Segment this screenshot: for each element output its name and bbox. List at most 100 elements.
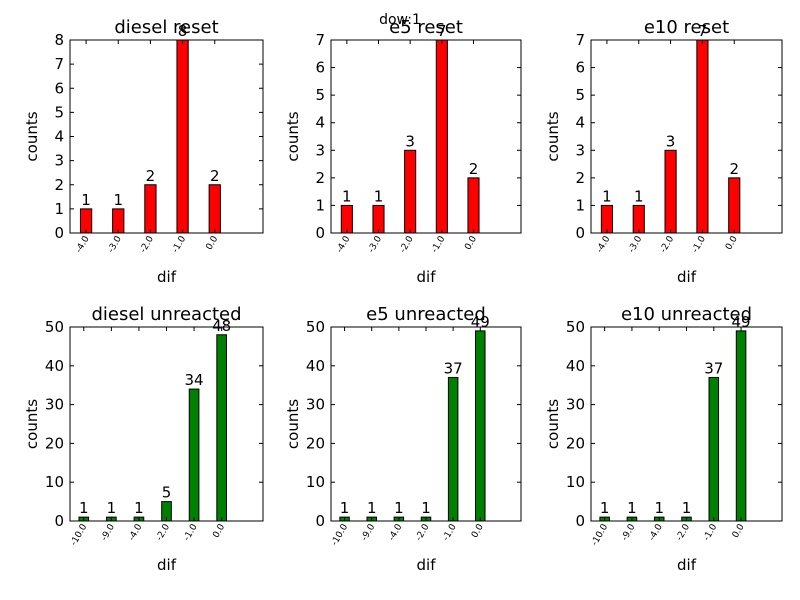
axes-background xyxy=(70,40,263,233)
y-tick-label: 10 xyxy=(45,473,64,491)
bar-value-label: 1 xyxy=(654,499,664,517)
y-tick-label: 1 xyxy=(54,200,64,218)
y-tick-label: 10 xyxy=(306,473,325,491)
y-tick-label: 0 xyxy=(315,224,325,242)
y-tick-label: 2 xyxy=(315,169,325,187)
y-axis-label: counts xyxy=(284,111,302,161)
y-axis-label: counts xyxy=(544,111,562,161)
bar-value-label: 1 xyxy=(342,187,352,205)
bar-value-label: 2 xyxy=(729,160,739,178)
x-axis-label: dif xyxy=(417,556,437,574)
bar-value-label: 49 xyxy=(471,313,490,331)
y-axis-label: counts xyxy=(23,111,41,161)
bar--2.0 xyxy=(664,149,677,234)
bar-value-label: 37 xyxy=(704,359,723,377)
bar-value-label: 1 xyxy=(627,499,637,517)
bar-value-label: 7 xyxy=(698,22,708,40)
y-axis-label: counts xyxy=(23,399,41,449)
bar-value-label: 3 xyxy=(666,132,676,150)
x-axis-label: dif xyxy=(157,556,177,574)
y-tick-label: 0 xyxy=(315,512,325,530)
bar-value-label: 34 xyxy=(185,371,204,389)
bar-value-label: 48 xyxy=(212,317,231,335)
y-tick-label: 3 xyxy=(315,141,325,159)
x-axis-label: dif xyxy=(677,268,697,286)
bar-0.0 xyxy=(475,330,486,522)
y-tick-label: 2 xyxy=(54,176,64,194)
y-tick-label: 0 xyxy=(54,224,64,242)
y-axis-label: counts xyxy=(544,399,562,449)
y-tick-label: 50 xyxy=(566,318,585,336)
bar--4.0 xyxy=(600,204,613,234)
axes-background xyxy=(331,327,521,521)
y-tick-label: 1 xyxy=(315,196,325,214)
bar--4.0 xyxy=(340,204,353,234)
y-tick-label: 0 xyxy=(54,512,64,530)
y-tick-label: 30 xyxy=(45,396,64,414)
y-tick-label: 3 xyxy=(575,141,585,159)
bar--3.0 xyxy=(372,204,385,234)
bar-value-label: 1 xyxy=(682,499,692,517)
bar-value-label: 5 xyxy=(162,484,172,502)
bar--3.0 xyxy=(632,204,645,234)
bar-0.0 xyxy=(735,330,747,522)
bar-value-label: 2 xyxy=(469,160,479,178)
axes-background xyxy=(591,327,782,521)
subplot-title: e5 unreacted xyxy=(366,304,486,325)
y-tick-label: 5 xyxy=(575,86,585,104)
bar-value-label: 1 xyxy=(374,187,384,205)
bar-value-label: 1 xyxy=(79,499,89,517)
bar-value-label: 1 xyxy=(421,499,431,517)
y-tick-label: 10 xyxy=(566,473,585,491)
bar-value-label: 1 xyxy=(107,499,117,517)
subplot-title: e5 reset xyxy=(389,17,463,38)
bar-value-label: 1 xyxy=(602,187,612,205)
bar-value-label: 1 xyxy=(113,191,123,209)
bar-value-label: 49 xyxy=(732,313,751,331)
bar-value-label: 3 xyxy=(405,132,415,150)
y-tick-label: 6 xyxy=(54,79,64,97)
y-tick-label: 4 xyxy=(575,114,585,132)
y-tick-label: 20 xyxy=(45,434,64,452)
y-tick-label: 5 xyxy=(315,86,325,104)
bar--1.0 xyxy=(188,388,200,522)
bar-0.0 xyxy=(728,177,741,234)
y-tick-label: 7 xyxy=(54,55,64,73)
y-tick-label: 2 xyxy=(575,169,585,187)
bar-value-label: 37 xyxy=(444,359,463,377)
bar--1.0 xyxy=(435,39,448,234)
x-axis-label: dif xyxy=(157,268,177,286)
y-tick-label: 1 xyxy=(575,196,585,214)
axes-background xyxy=(591,40,782,233)
bar-value-label: 2 xyxy=(210,167,220,185)
bar-value-label: 1 xyxy=(600,499,610,517)
bar--2.0 xyxy=(404,149,417,234)
y-tick-label: 0 xyxy=(575,512,585,530)
y-tick-label: 6 xyxy=(575,59,585,77)
y-tick-label: 5 xyxy=(54,103,64,121)
axes-frame xyxy=(330,39,522,234)
y-tick-label: 50 xyxy=(45,318,64,336)
bar-0.0 xyxy=(208,184,221,234)
axes-background xyxy=(70,327,263,521)
y-tick-label: 30 xyxy=(306,396,325,414)
subplot-title: diesel unreacted xyxy=(91,304,241,325)
figure-suptitle: dow:1 xyxy=(379,12,421,28)
y-tick-label: 7 xyxy=(575,31,585,49)
bar-value-label: 8 xyxy=(178,22,188,40)
bar--1.0 xyxy=(176,39,189,234)
y-tick-label: 40 xyxy=(306,357,325,375)
y-tick-label: 8 xyxy=(54,31,64,49)
x-axis-label: dif xyxy=(677,556,697,574)
bar-value-label: 7 xyxy=(437,22,447,40)
bar--1.0 xyxy=(696,39,709,234)
bar--1.0 xyxy=(447,376,459,522)
bar--1.0 xyxy=(708,376,720,522)
y-tick-label: 20 xyxy=(306,434,325,452)
bar-value-label: 1 xyxy=(394,499,404,517)
y-tick-label: 3 xyxy=(54,152,64,170)
